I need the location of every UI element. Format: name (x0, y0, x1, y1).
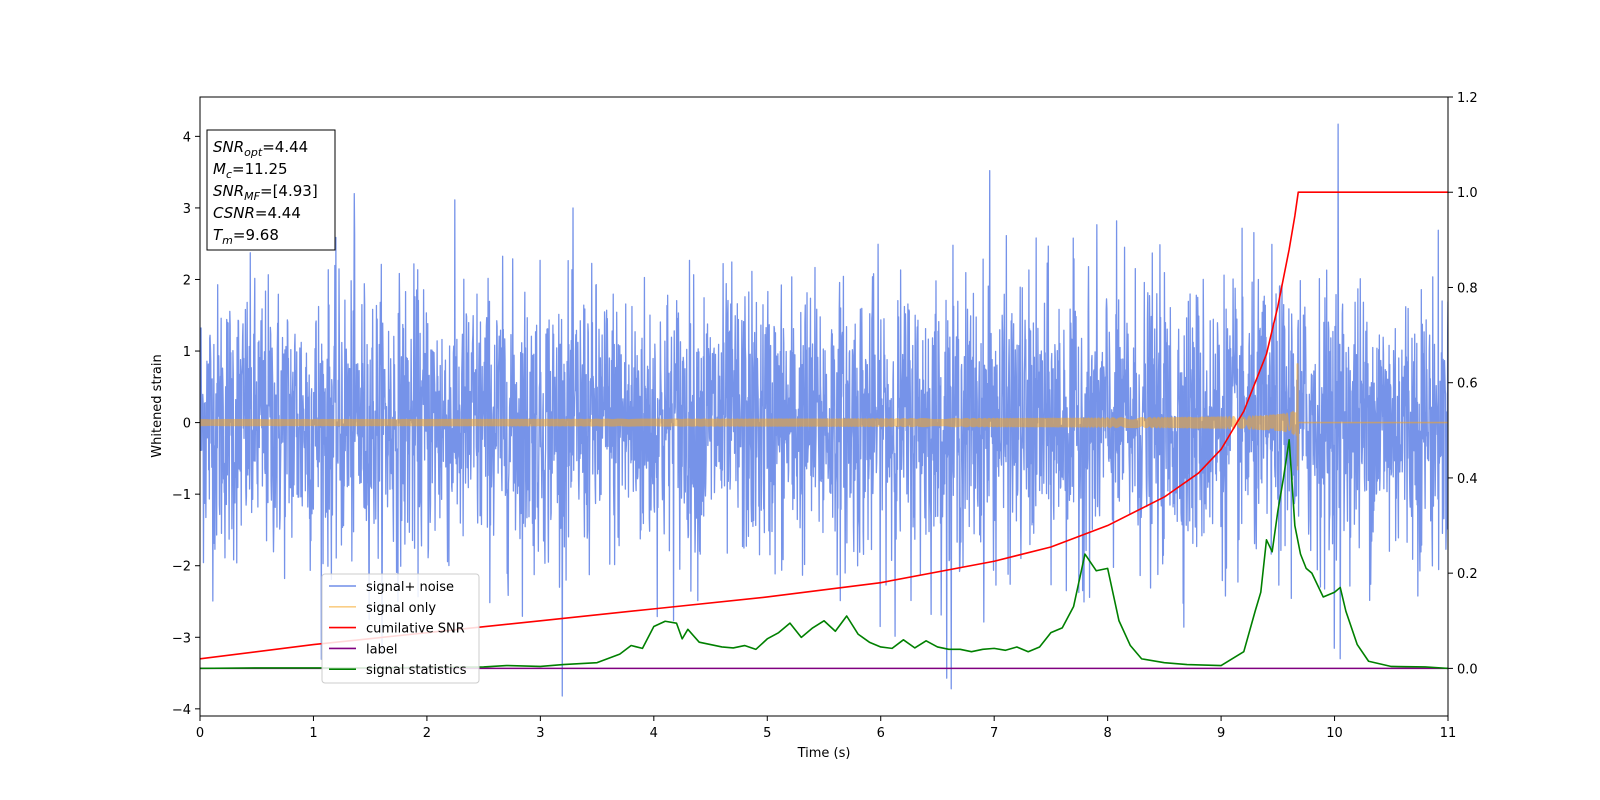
y2-tick-label: 1.0 (1457, 186, 1478, 201)
legend-label-signal-statistics: signal statistics (366, 663, 467, 678)
y2-tick-label: 1.2 (1457, 91, 1478, 106)
legend-label-signal-only: signal only (366, 601, 436, 616)
x-tick-label: 4 (650, 726, 658, 741)
info-line: Tm=9.68 (213, 226, 279, 247)
x-tick-label: 3 (536, 726, 544, 741)
y2-tick-label: 0.8 (1457, 281, 1478, 296)
info-box-frame (206, 129, 336, 251)
info-line: Mc=11.25 (213, 160, 288, 181)
x-tick-label: 9 (1217, 726, 1225, 741)
y-tick-label: 2 (183, 273, 191, 288)
y-axis-left: 4 3 2 1 0 −1 −2 −3 −4 (172, 130, 200, 718)
x-tick-label: 11 (1440, 726, 1457, 741)
y2-tick-label: 0.0 (1457, 662, 1478, 677)
legend-frame (321, 573, 480, 684)
info-box: SNRopt=4.44Mc=11.25SNRMF=[4.93]CSNR=4.44… (206, 129, 336, 251)
y2-tick-label: 0.2 (1457, 567, 1478, 582)
info-line: SNRMF=[4.93] (213, 182, 318, 203)
x-tick-label: 2 (423, 726, 431, 741)
y-tick-label: 0 (183, 417, 191, 432)
series-line-cumilative-snr (200, 191, 1448, 660)
series-line-signal-noise (200, 123, 1448, 697)
y-axis-label: Whitened strain (150, 354, 165, 457)
legend-label-signal-noise: signal+ noise (366, 580, 454, 595)
x-tick-label: 6 (877, 726, 885, 741)
series-line-signal-only (200, 363, 1448, 471)
y-tick-label: 1 (183, 345, 191, 360)
legend: signal+ noise signal only cumilative SNR la… (321, 573, 480, 684)
y-tick-label: −1 (172, 488, 191, 503)
plot-frame (199, 96, 1449, 717)
info-line: SNRopt=4.44 (213, 138, 308, 159)
x-tick-label: 8 (1103, 726, 1111, 741)
x-axis: 0 1 2 3 4 5 6 7 8 9 10 11 (196, 716, 1456, 741)
x-tick-label: 5 (763, 726, 771, 741)
y-tick-label: −4 (172, 703, 191, 718)
x-tick-label: 10 (1326, 726, 1343, 741)
y-tick-label: −3 (172, 631, 191, 646)
info-line: CSNR=4.44 (213, 204, 301, 222)
y-tick-label: 3 (183, 202, 191, 217)
y2-tick-label: 0.4 (1457, 472, 1478, 487)
series-line-signal-statistics (200, 439, 1448, 670)
y-tick-label: −2 (172, 560, 191, 575)
x-axis-label: Time (s) (797, 746, 851, 761)
legend-label-label: label (366, 642, 397, 657)
legend-label-cumilative-snr: cumilative SNR (366, 622, 465, 637)
y-tick-label: 4 (183, 130, 191, 145)
x-tick-label: 1 (309, 726, 317, 741)
x-tick-label: 7 (990, 726, 998, 741)
y2-tick-label: 0.6 (1457, 377, 1478, 392)
x-tick-label: 0 (196, 726, 204, 741)
y-axis-right: 1.2 1.0 0.8 0.6 0.4 0.2 0.0 (1448, 91, 1478, 677)
